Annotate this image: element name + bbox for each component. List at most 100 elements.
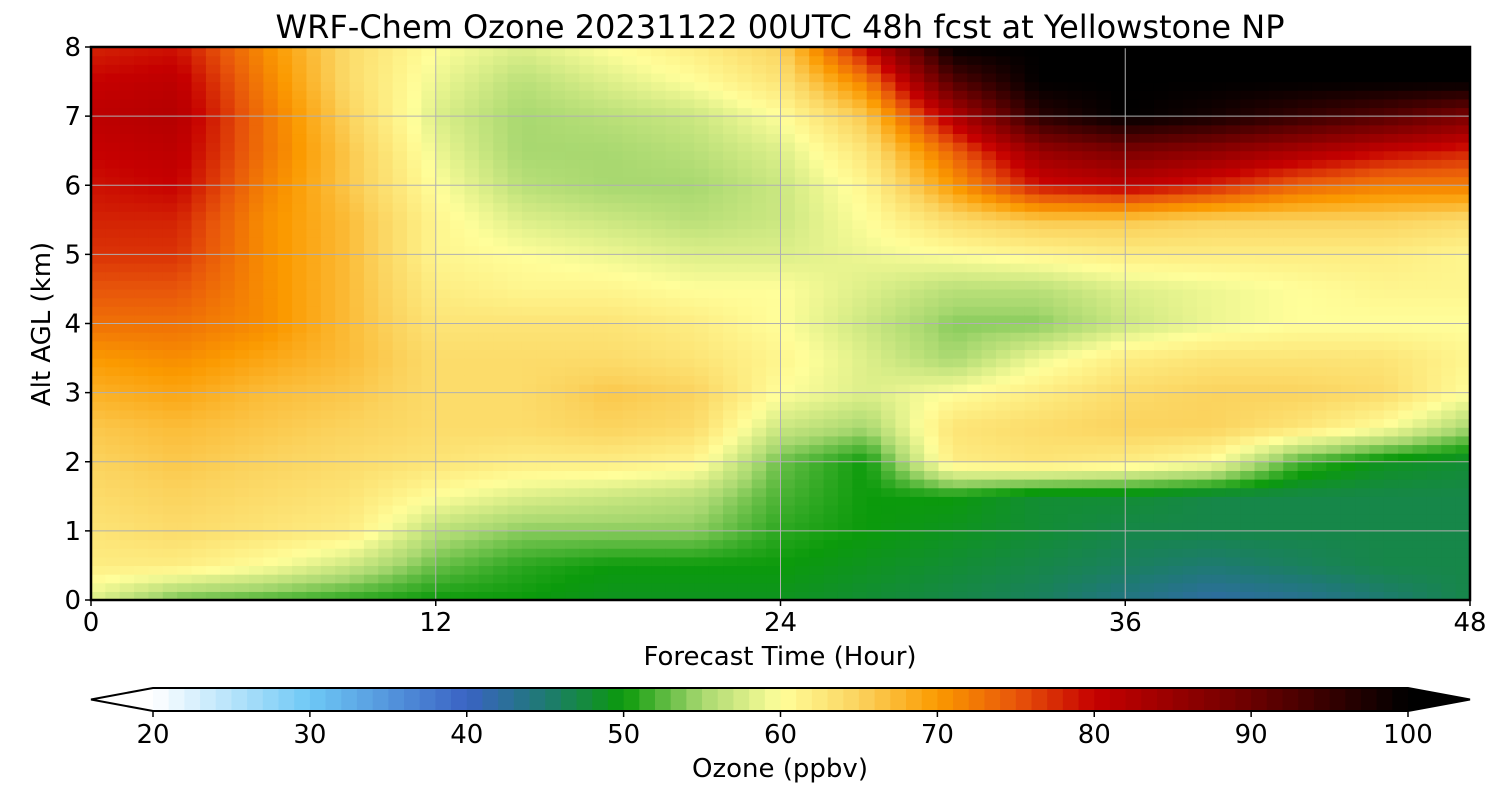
heatmap-cell bbox=[1125, 591, 1141, 601]
heatmap-cell bbox=[292, 167, 308, 178]
heatmap-cell bbox=[550, 228, 566, 238]
heatmap-cell bbox=[751, 116, 767, 126]
heatmap-cell bbox=[737, 496, 753, 506]
heatmap-cell bbox=[205, 332, 221, 342]
heatmap-cell bbox=[608, 297, 624, 307]
heatmap-cell bbox=[220, 392, 236, 402]
heatmap-cell bbox=[349, 392, 365, 402]
heatmap-cell bbox=[708, 142, 724, 152]
heatmap-cell bbox=[694, 349, 710, 359]
heatmap-cell bbox=[191, 418, 207, 428]
heatmap-cell bbox=[263, 565, 279, 575]
heatmap-cell bbox=[134, 522, 150, 532]
heatmap-cell bbox=[1197, 556, 1213, 567]
heatmap-cell bbox=[1024, 366, 1040, 376]
heatmap-cell bbox=[1125, 314, 1141, 325]
heatmap-cell bbox=[751, 314, 767, 325]
heatmap-cell bbox=[1010, 116, 1026, 126]
heatmap-cell bbox=[191, 263, 207, 273]
heatmap-cell bbox=[320, 358, 336, 368]
heatmap-cell bbox=[823, 530, 839, 541]
heatmap-cell bbox=[320, 150, 336, 160]
heatmap-cell bbox=[91, 470, 106, 480]
heatmap-cell bbox=[464, 565, 480, 575]
heatmap-cell bbox=[1067, 487, 1083, 497]
heatmap-cell bbox=[478, 392, 494, 402]
heatmap-cell bbox=[895, 461, 911, 471]
heatmap-cell bbox=[234, 496, 250, 506]
heatmap-cell bbox=[737, 332, 753, 342]
heatmap-cell bbox=[464, 479, 480, 489]
heatmap-cell bbox=[1168, 254, 1184, 264]
heatmap-cell bbox=[809, 245, 825, 255]
heatmap-cell bbox=[1125, 237, 1141, 247]
heatmap-cell bbox=[895, 133, 911, 143]
heatmap-cell bbox=[938, 142, 954, 152]
heatmap-cell bbox=[651, 55, 667, 65]
heatmap-cell bbox=[1096, 530, 1112, 541]
heatmap-cell bbox=[363, 55, 379, 65]
heatmap-cell bbox=[708, 349, 724, 359]
heatmap-cell bbox=[751, 159, 767, 169]
heatmap-cell bbox=[852, 193, 868, 204]
heatmap-cell bbox=[335, 453, 351, 463]
heatmap-cell bbox=[306, 392, 322, 402]
heatmap-cell bbox=[636, 142, 652, 152]
heatmap-cell bbox=[1197, 591, 1213, 601]
heatmap-cell bbox=[306, 167, 322, 178]
heatmap-cell bbox=[608, 409, 624, 420]
heatmap-cell bbox=[1182, 504, 1198, 515]
heatmap-cell bbox=[421, 487, 437, 497]
heatmap-cell bbox=[924, 453, 940, 463]
heatmap-cell bbox=[464, 202, 480, 212]
heatmap-cell bbox=[306, 383, 322, 394]
heatmap-cell bbox=[521, 530, 537, 541]
heatmap-cell bbox=[450, 383, 466, 394]
heatmap-cell bbox=[119, 522, 135, 532]
heatmap-cell bbox=[952, 245, 968, 255]
heatmap-cell bbox=[952, 453, 968, 463]
heatmap-cell bbox=[105, 444, 121, 454]
heatmap-cell bbox=[91, 461, 106, 471]
heatmap-cell bbox=[450, 504, 466, 515]
heatmap-cell bbox=[809, 167, 825, 178]
heatmap-cell bbox=[565, 548, 580, 558]
heatmap-cell bbox=[723, 64, 738, 74]
heatmap-cell bbox=[363, 323, 379, 333]
heatmap-cell bbox=[1039, 530, 1055, 541]
heatmap-cell bbox=[1039, 409, 1055, 420]
heatmap-cell bbox=[794, 513, 810, 523]
heatmap-cell bbox=[766, 444, 782, 454]
heatmap-cell bbox=[363, 263, 379, 273]
heatmap-cell bbox=[608, 288, 624, 299]
heatmap-cell bbox=[177, 444, 193, 454]
heatmap-cell bbox=[1067, 263, 1083, 273]
heatmap-cell bbox=[881, 271, 897, 281]
heatmap-cell bbox=[263, 383, 279, 394]
heatmap-cell bbox=[320, 116, 336, 126]
heatmap-cell bbox=[723, 340, 738, 351]
heatmap-cell bbox=[277, 409, 293, 420]
heatmap-cell bbox=[1067, 185, 1083, 195]
heatmap-cell bbox=[1168, 574, 1184, 584]
heatmap-cell bbox=[895, 72, 911, 83]
heatmap-cell bbox=[162, 133, 178, 143]
heatmap-cell bbox=[234, 591, 250, 601]
heatmap-cell bbox=[881, 211, 897, 221]
heatmap-cell bbox=[866, 142, 882, 152]
heatmap-cell bbox=[823, 332, 839, 342]
heatmap-cell bbox=[1039, 358, 1055, 368]
heatmap-cell bbox=[119, 591, 135, 601]
heatmap-cell bbox=[981, 219, 997, 230]
heatmap-cell bbox=[593, 401, 609, 411]
heatmap-cell bbox=[651, 470, 667, 480]
heatmap-cell bbox=[780, 193, 796, 204]
heatmap-cell bbox=[1110, 375, 1126, 385]
heatmap-cell bbox=[363, 366, 379, 376]
heatmap-cell bbox=[191, 219, 207, 230]
heatmap-cell bbox=[809, 193, 825, 204]
heatmap-cell bbox=[306, 444, 322, 454]
heatmap-cell bbox=[952, 513, 968, 523]
heatmap-cell bbox=[536, 461, 552, 471]
heatmap-cell bbox=[981, 98, 997, 109]
